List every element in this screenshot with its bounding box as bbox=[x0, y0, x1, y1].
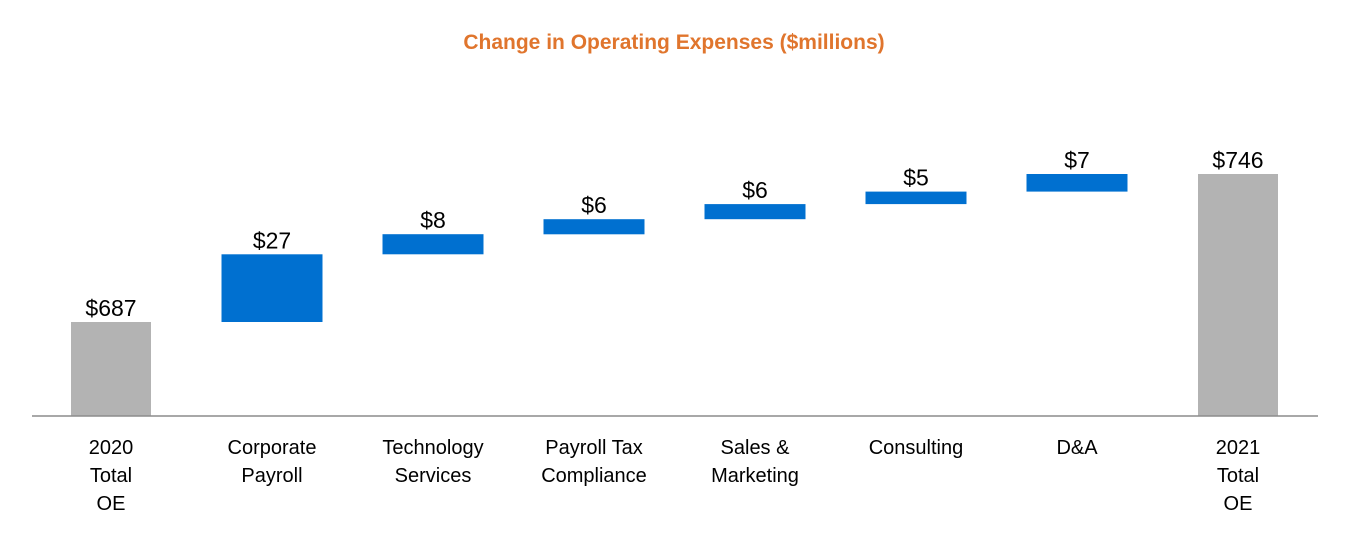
x-tick-label-line: Compliance bbox=[541, 465, 647, 487]
x-tick-label: Consulting bbox=[869, 437, 964, 459]
x-tick-label-line: Sales & bbox=[721, 437, 791, 459]
data-label: $746 bbox=[1212, 147, 1263, 173]
increase-bar bbox=[1026, 174, 1128, 192]
x-tick-label-line: Payroll Tax bbox=[545, 437, 642, 459]
x-tick-label-line: Marketing bbox=[711, 465, 799, 487]
x-tick-label-line: Technology bbox=[382, 437, 483, 459]
increase-bar bbox=[543, 219, 645, 235]
data-label: $6 bbox=[581, 192, 607, 218]
x-tick-label: Payroll Tax Compliance bbox=[541, 437, 647, 487]
x-tick-label-line: OE bbox=[97, 493, 126, 515]
x-tick-label: Technology Services bbox=[382, 437, 483, 487]
bars-group bbox=[71, 174, 1278, 416]
category-labels-group: 2020 Total OE Corporate Payroll Technology Ser… bbox=[89, 437, 1261, 515]
data-label: $8 bbox=[420, 207, 446, 233]
x-tick-label-line: Total bbox=[90, 465, 132, 487]
total-bar bbox=[1198, 174, 1278, 416]
chart-title: Change in Operating Expenses ($millions) bbox=[463, 31, 884, 54]
total-bar bbox=[71, 322, 151, 416]
x-tick-label-line: Corporate bbox=[228, 437, 317, 459]
data-label: $6 bbox=[742, 177, 768, 203]
x-tick-label: 2021 Total OE bbox=[1216, 437, 1261, 515]
data-label: $7 bbox=[1064, 147, 1090, 173]
data-labels-group: $687 $27 $8 $6 $6 $5 $7 $746 bbox=[85, 147, 1263, 321]
x-tick-label: D&A bbox=[1056, 437, 1098, 459]
x-tick-label-line: 2020 bbox=[89, 437, 134, 459]
x-tick-label-line: Total bbox=[1217, 465, 1259, 487]
increase-bar bbox=[221, 254, 323, 322]
increase-bar bbox=[704, 204, 806, 220]
x-tick-label-line: D&A bbox=[1056, 437, 1098, 459]
x-tick-label: Sales & Marketing bbox=[711, 437, 799, 487]
x-tick-label: 2020 Total OE bbox=[89, 437, 134, 515]
x-tick-label-line: Payroll bbox=[241, 465, 302, 487]
x-tick-label: Corporate Payroll bbox=[228, 437, 317, 487]
increase-bar bbox=[382, 234, 484, 255]
data-label: $687 bbox=[85, 295, 136, 321]
x-tick-label-line: Consulting bbox=[869, 437, 964, 459]
x-tick-label-line: 2021 bbox=[1216, 437, 1261, 459]
x-tick-label-line: Services bbox=[395, 465, 472, 487]
x-tick-label-line: OE bbox=[1224, 493, 1253, 515]
data-label: $27 bbox=[253, 227, 291, 253]
increase-bar bbox=[865, 191, 967, 205]
data-label: $5 bbox=[903, 165, 929, 191]
